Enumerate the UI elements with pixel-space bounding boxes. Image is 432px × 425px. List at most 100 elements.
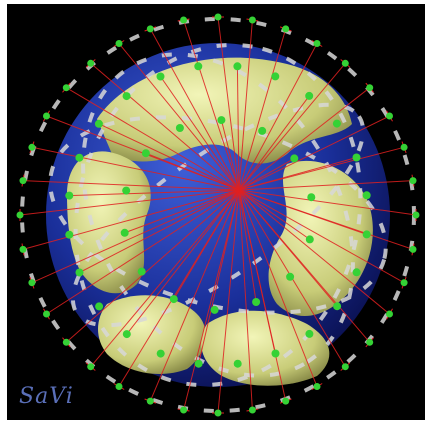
satellite xyxy=(65,230,74,239)
satellite xyxy=(409,245,417,253)
landmass-north xyxy=(97,57,352,164)
satellite xyxy=(62,84,70,92)
crosslink xyxy=(238,189,257,303)
satellite xyxy=(141,149,150,158)
satellite xyxy=(400,143,408,151)
crosslink xyxy=(145,152,240,191)
satellite xyxy=(366,338,374,346)
satellite xyxy=(169,295,178,304)
satellite xyxy=(156,72,165,81)
satellite xyxy=(305,329,314,338)
crosslink xyxy=(149,189,240,402)
satellite xyxy=(286,272,295,281)
satellite xyxy=(341,363,349,371)
crosslink xyxy=(238,19,253,191)
crosslink xyxy=(22,189,240,250)
satellite xyxy=(43,310,50,318)
satellite xyxy=(87,59,95,67)
crosslink xyxy=(160,76,240,191)
satellite xyxy=(115,40,123,47)
satellite xyxy=(19,245,27,253)
satellite xyxy=(28,143,36,151)
crosslink xyxy=(124,189,240,234)
satellite xyxy=(194,359,203,368)
satellite xyxy=(180,406,188,414)
crosslink xyxy=(66,87,240,191)
crosslink xyxy=(217,189,240,414)
satellite xyxy=(122,92,131,101)
satellite xyxy=(252,298,261,306)
satellite xyxy=(362,230,371,239)
crosslink xyxy=(98,123,240,191)
satellite xyxy=(362,191,371,200)
crosslink xyxy=(238,180,414,191)
satellite xyxy=(217,116,226,125)
satellite xyxy=(333,302,342,311)
satellite xyxy=(248,406,256,414)
crosslink xyxy=(238,157,357,191)
satellite xyxy=(16,211,24,219)
satellite xyxy=(95,302,104,311)
satellite xyxy=(307,193,316,202)
satellite xyxy=(194,62,203,71)
satellite xyxy=(75,268,84,277)
satellite xyxy=(282,25,290,33)
satellite xyxy=(75,153,84,162)
satellite xyxy=(115,383,123,390)
satellite xyxy=(386,310,393,318)
crosslink xyxy=(183,19,240,191)
savi-logo: SaVi xyxy=(19,384,74,409)
satellite xyxy=(290,154,299,163)
satellite xyxy=(43,112,50,120)
satellite xyxy=(214,13,222,21)
landmass-east xyxy=(268,160,373,316)
crosslink xyxy=(236,66,240,191)
crosslink xyxy=(238,189,338,307)
satellite xyxy=(122,186,131,195)
crosslink xyxy=(31,189,240,284)
crosslink xyxy=(149,28,240,191)
satellite xyxy=(412,211,420,219)
satellite xyxy=(137,267,146,276)
satellite xyxy=(352,268,361,277)
crosslink xyxy=(238,62,346,191)
crosslink xyxy=(238,95,310,191)
satellite xyxy=(122,330,131,339)
satellite xyxy=(282,397,290,405)
crosslink xyxy=(31,146,240,191)
satellite xyxy=(332,119,341,128)
satellites xyxy=(16,13,420,417)
satellite xyxy=(180,16,188,24)
satellite xyxy=(271,349,280,358)
satellite xyxy=(352,153,361,162)
satellite xyxy=(87,363,95,371)
satellite xyxy=(94,119,103,128)
globe-scene xyxy=(16,13,420,417)
satellite xyxy=(146,397,154,405)
satellite xyxy=(341,59,349,67)
satellite xyxy=(409,177,417,185)
crosslink xyxy=(183,189,240,411)
crosslink xyxy=(65,189,240,343)
crosslink xyxy=(238,189,405,284)
satellite xyxy=(156,349,165,358)
satellite xyxy=(248,16,256,24)
satellite-constellation-image: SaVi xyxy=(7,4,425,420)
crosslink xyxy=(90,62,240,191)
satellite xyxy=(175,124,184,132)
crosslink xyxy=(238,189,276,354)
satellite xyxy=(258,126,267,135)
crosslink xyxy=(238,115,390,191)
satellite xyxy=(366,84,374,92)
satellite xyxy=(210,305,219,314)
satellite xyxy=(305,91,314,100)
satellite xyxy=(19,177,27,185)
crosslink xyxy=(118,43,240,191)
satellite xyxy=(120,228,129,237)
satellite xyxy=(28,279,36,287)
crosslink xyxy=(238,189,390,315)
satellite xyxy=(214,409,222,417)
crosslink xyxy=(238,189,367,235)
crosslink xyxy=(79,189,240,273)
satellite xyxy=(271,72,280,81)
